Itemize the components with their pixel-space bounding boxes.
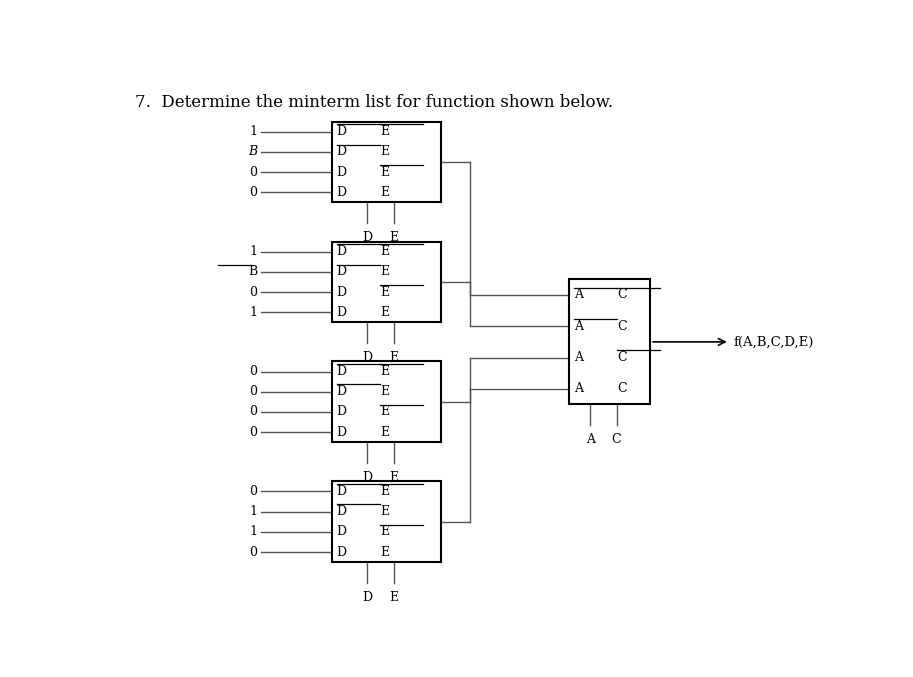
Text: E: E: [380, 125, 389, 138]
Text: D: D: [362, 591, 373, 604]
Bar: [331, 481, 441, 562]
Text: f(A,B,C,D,E): f(A,B,C,D,E): [733, 335, 813, 349]
Text: D: D: [337, 306, 347, 319]
Text: D: D: [337, 265, 347, 278]
Text: 0: 0: [249, 546, 257, 559]
Text: D: D: [337, 125, 347, 138]
Text: 0: 0: [249, 385, 257, 398]
Text: D: D: [362, 231, 373, 244]
Text: D: D: [337, 286, 347, 299]
Text: E: E: [380, 406, 389, 418]
Text: 1: 1: [249, 306, 257, 319]
Text: D: D: [337, 166, 347, 179]
Text: E: E: [389, 351, 398, 364]
Text: E: E: [380, 525, 389, 538]
Text: E: E: [380, 306, 389, 319]
Text: 1: 1: [249, 505, 257, 518]
Text: D: D: [337, 426, 347, 439]
Text: 0: 0: [249, 485, 257, 498]
Text: 7.  Determine the minterm list for function shown below.: 7. Determine the minterm list for functi…: [135, 94, 614, 111]
Text: E: E: [380, 505, 389, 518]
Text: D: D: [362, 351, 373, 364]
Text: C: C: [612, 433, 622, 446]
Text: E: E: [380, 245, 389, 258]
Bar: [331, 362, 441, 442]
Text: D: D: [337, 365, 347, 378]
Text: 0: 0: [249, 186, 257, 199]
Text: C: C: [617, 288, 626, 301]
Text: E: E: [380, 485, 389, 498]
Text: 1: 1: [249, 525, 257, 538]
Text: A: A: [573, 288, 582, 301]
Text: D: D: [337, 146, 347, 158]
Text: B: B: [248, 146, 257, 158]
Text: D: D: [337, 186, 347, 199]
Bar: [331, 242, 441, 322]
Text: 0: 0: [249, 406, 257, 418]
Bar: [569, 280, 650, 404]
Text: E: E: [380, 546, 389, 559]
Text: 1: 1: [249, 245, 257, 258]
Text: D: D: [337, 245, 347, 258]
Text: D: D: [337, 385, 347, 398]
Text: E: E: [380, 385, 389, 398]
Text: D: D: [337, 485, 347, 498]
Text: A: A: [586, 433, 595, 446]
Text: A: A: [573, 320, 582, 333]
Text: 1: 1: [249, 125, 257, 138]
Text: E: E: [380, 365, 389, 378]
Text: C: C: [617, 351, 626, 364]
Text: D: D: [337, 525, 347, 538]
Text: 0: 0: [249, 365, 257, 378]
Text: 0: 0: [249, 426, 257, 439]
Text: D: D: [337, 546, 347, 559]
Text: D: D: [337, 406, 347, 418]
Bar: [331, 122, 441, 202]
Text: E: E: [389, 231, 398, 244]
Text: D: D: [362, 471, 373, 484]
Text: E: E: [380, 426, 389, 439]
Text: D: D: [337, 505, 347, 518]
Text: C: C: [617, 320, 626, 333]
Text: E: E: [380, 286, 389, 299]
Text: E: E: [389, 591, 398, 604]
Text: C: C: [617, 383, 626, 395]
Text: E: E: [389, 471, 398, 484]
Text: E: E: [380, 146, 389, 158]
Text: 0: 0: [249, 286, 257, 299]
Text: 0: 0: [249, 166, 257, 179]
Text: A: A: [573, 351, 582, 364]
Text: B: B: [248, 265, 257, 278]
Text: E: E: [380, 265, 389, 278]
Text: E: E: [380, 166, 389, 179]
Text: E: E: [380, 186, 389, 199]
Text: A: A: [573, 383, 582, 395]
